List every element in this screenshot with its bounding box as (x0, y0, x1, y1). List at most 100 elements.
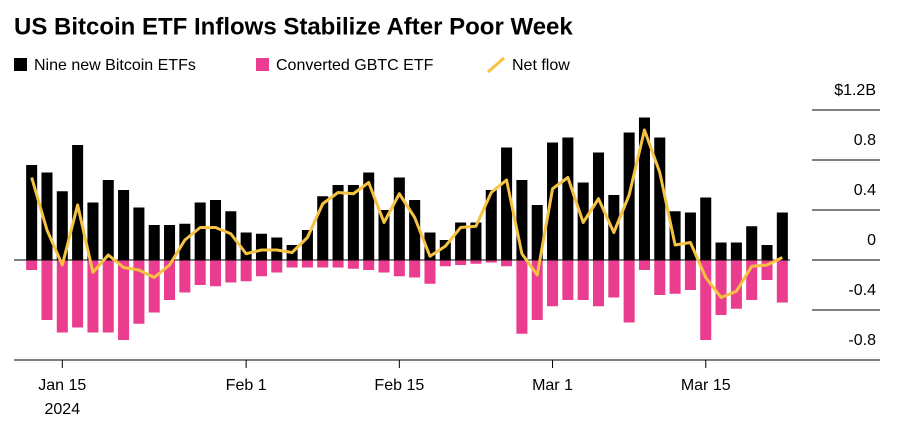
bar (700, 260, 712, 340)
bar (317, 196, 329, 260)
line (30, 128, 783, 299)
y-tick-label: 0.8 (854, 132, 876, 149)
bar (531, 205, 543, 260)
bar (240, 260, 252, 282)
y-tick-label: -0.4 (848, 282, 876, 299)
bar (378, 210, 390, 260)
x-tick-label: Mar 1 (532, 377, 573, 394)
bar (684, 260, 696, 290)
bar (547, 142, 559, 260)
bar (164, 225, 176, 260)
bar (577, 260, 589, 300)
bar (439, 260, 451, 267)
bar (301, 230, 313, 260)
legend-swatch (487, 56, 505, 74)
bar (761, 260, 773, 280)
bar (133, 260, 145, 324)
bar (501, 260, 513, 267)
bar (608, 260, 620, 298)
bar (363, 260, 375, 270)
bar (409, 260, 421, 278)
bar (393, 177, 405, 260)
bar (638, 117, 650, 260)
y-tick-label: 0.4 (854, 182, 876, 199)
bar (347, 260, 359, 269)
bar (56, 260, 68, 333)
bar (654, 260, 666, 295)
bar (669, 260, 681, 294)
bar (684, 212, 696, 260)
bar (164, 260, 176, 300)
bar (72, 145, 84, 260)
bar (240, 232, 252, 260)
bar (608, 195, 620, 260)
legend-label: Converted GBTC ETF (276, 57, 434, 74)
bar (715, 260, 727, 315)
legend-swatch (14, 58, 27, 71)
bar (592, 152, 605, 260)
bar (455, 222, 467, 260)
x-tick-label: Feb 1 (226, 377, 267, 394)
bar (654, 137, 666, 260)
bar (118, 190, 130, 260)
bar (56, 191, 68, 260)
bar (378, 260, 390, 273)
bar (700, 197, 712, 260)
bar (26, 165, 38, 260)
bar (730, 242, 742, 260)
bar (746, 226, 758, 260)
bar (776, 212, 788, 260)
bar (148, 225, 160, 260)
bar (72, 260, 84, 328)
bar (730, 260, 742, 309)
x-tick-label: Mar 15 (681, 377, 731, 394)
bar (562, 137, 574, 260)
bar (317, 260, 329, 268)
bar (455, 260, 467, 265)
bar (562, 260, 574, 300)
bar (209, 260, 222, 287)
bar (179, 260, 191, 293)
bar (470, 260, 482, 264)
bar (363, 172, 375, 260)
bar (133, 207, 145, 260)
bar (531, 260, 543, 320)
legend: Nine new Bitcoin ETFs Converted GBTC ETF… (14, 56, 570, 74)
bar (347, 185, 359, 260)
bar (148, 260, 160, 313)
bar (547, 260, 559, 307)
bar (209, 200, 222, 260)
bar (746, 260, 758, 300)
bar (516, 180, 528, 260)
bar (776, 260, 788, 303)
bar (26, 260, 38, 270)
bar (424, 232, 436, 260)
bar (255, 260, 267, 277)
bar (301, 260, 313, 268)
bar (87, 202, 99, 260)
bar (470, 222, 482, 260)
legend-label: Net flow (512, 57, 570, 74)
bar (393, 260, 405, 277)
bar (592, 260, 605, 307)
bar (41, 172, 53, 260)
bar (87, 260, 99, 333)
bar (225, 260, 237, 283)
bar (501, 147, 513, 260)
bar (271, 260, 283, 273)
bar (485, 190, 497, 260)
bar (409, 200, 421, 260)
bar (286, 260, 298, 268)
bar (516, 260, 528, 334)
bar (102, 260, 114, 333)
y-tick-label: 0 (867, 232, 876, 249)
bar (41, 260, 53, 320)
legend-label: Nine new Bitcoin ETFs (34, 57, 196, 74)
bar (761, 245, 773, 260)
x-tick-sublabel: 2024 (45, 401, 81, 418)
y-tick-label: -0.8 (848, 332, 876, 349)
x-tick-label: Jan 15 (38, 377, 86, 394)
bar (638, 260, 650, 270)
bar (424, 260, 436, 284)
